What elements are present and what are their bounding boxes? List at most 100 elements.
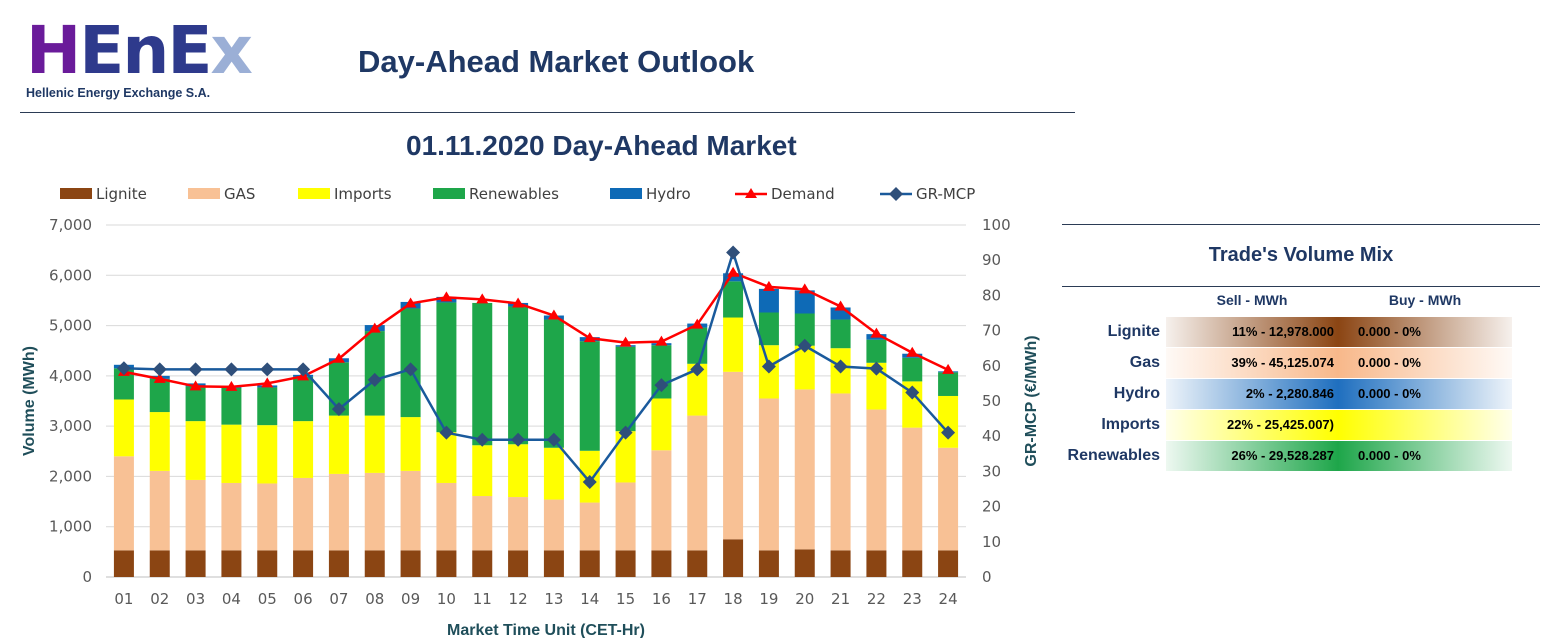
- mix-row-label: Gas: [1129, 354, 1160, 371]
- mix-row-lignite: Lignite 11% - 12,978.000 0.000 - 0%: [1062, 317, 1540, 347]
- bar-lignite: [938, 550, 959, 577]
- y2-tick-label: 70: [982, 322, 1001, 340]
- x-tick-label: 05: [258, 590, 277, 608]
- gr-mcp-point: [546, 432, 561, 447]
- x-tick-label: 12: [509, 590, 528, 608]
- gr-mcp-point: [761, 359, 776, 374]
- legend-label-lignite: Lignite: [96, 185, 147, 203]
- day-ahead-chart: 01,0002,0003,0004,0005,0006,0007,0000102…: [21, 185, 1040, 638]
- x-tick-label: 20: [795, 590, 814, 608]
- y-tick-label: 3,000: [49, 417, 92, 435]
- bar-gas: [257, 483, 278, 551]
- bar-gas: [902, 427, 923, 551]
- legend-swatch-lignite: [60, 188, 92, 199]
- bar-gas: [436, 482, 457, 551]
- y-tick-label: 5,000: [49, 317, 92, 335]
- x-tick-label: 24: [939, 590, 958, 608]
- bar-lignite: [293, 550, 314, 577]
- bar-lignite: [758, 550, 779, 577]
- demand-point: [762, 280, 775, 291]
- x-tick-label: 02: [150, 590, 169, 608]
- bar-lignite: [364, 550, 385, 577]
- bar-gas: [113, 456, 134, 551]
- gr-mcp-point: [905, 385, 920, 400]
- demand-point: [870, 327, 883, 338]
- bar-renewables: [902, 357, 923, 382]
- bar-gas: [723, 371, 744, 540]
- header-divider: [20, 112, 1075, 113]
- gr-mcp-point: [869, 361, 884, 376]
- x-tick-label: 22: [867, 590, 886, 608]
- bar-lignite: [830, 550, 851, 577]
- bar-renewables: [149, 378, 170, 413]
- bar-gas: [185, 479, 206, 551]
- bar-imports: [185, 421, 206, 480]
- x-tick-label: 09: [401, 590, 420, 608]
- y2-tick-label: 40: [982, 427, 1001, 445]
- demand-point: [942, 363, 955, 374]
- mix-buy-value: 0.000 - 0%: [1338, 348, 1512, 378]
- gr-mcp-point: [260, 362, 275, 377]
- x-tick-label: 15: [616, 590, 635, 608]
- legend-label-demand: Demand: [771, 185, 835, 203]
- y2-tick-label: 100: [982, 216, 1011, 234]
- bar-gas: [866, 409, 887, 551]
- bar-lignite: [543, 550, 564, 577]
- bar-hydro: [758, 288, 779, 313]
- volume-mix-panel: Trade's Volume Mix Sell - MWh Buy - MWh …: [1062, 224, 1540, 484]
- bar-gas: [830, 393, 851, 551]
- y2-tick-label: 10: [982, 533, 1001, 551]
- bar-imports: [615, 431, 636, 483]
- mix-row-renewables: Renewables 26% - 29,528.287 0.000 - 0%: [1062, 441, 1540, 471]
- mix-sell-value: 22% - 25,425.007): [1166, 410, 1338, 440]
- demand-point: [404, 297, 417, 308]
- demand-point: [476, 293, 489, 304]
- bar-imports: [938, 395, 959, 448]
- x-tick-label: 14: [580, 590, 599, 608]
- bar-imports: [149, 412, 170, 471]
- gr-mcp-point: [116, 361, 131, 376]
- gr-mcp-point: [690, 362, 705, 377]
- demand-point: [906, 346, 919, 357]
- bar-lignite: [113, 550, 134, 577]
- y-tick-label: 2,000: [49, 467, 92, 485]
- bar-lignite: [221, 550, 242, 577]
- demand-point: [583, 332, 596, 343]
- mix-row-gas: Gas 39% - 45,125.074 0.000 - 0%: [1062, 348, 1540, 378]
- bar-gas: [221, 482, 242, 551]
- bar-renewables: [543, 319, 564, 448]
- legend-swatch-hydro: [610, 188, 642, 199]
- mix-sell-value: 2% - 2,280.846: [1166, 379, 1338, 409]
- x-tick-label: 01: [114, 590, 133, 608]
- gr-mcp-point: [224, 362, 239, 377]
- x-tick-label: 18: [724, 590, 743, 608]
- mix-buy-value: 0.000 - 0%: [1338, 379, 1512, 409]
- demand-point: [153, 372, 166, 383]
- bar-lignite: [149, 550, 170, 577]
- y2-tick-label: 60: [982, 357, 1001, 375]
- buy-header: Buy - MWh: [1388, 292, 1462, 308]
- y2-tick-label: 20: [982, 498, 1001, 516]
- legend-marker-demand: [745, 188, 757, 198]
- bar-lignite: [723, 539, 744, 577]
- x-tick-label: 19: [759, 590, 778, 608]
- bar-lignite: [436, 550, 457, 577]
- demand-point: [655, 335, 668, 346]
- legend-swatch-renewables: [433, 188, 465, 199]
- mix-divider-mid: [1062, 286, 1540, 287]
- page-title: Day-Ahead Market Outlook: [358, 44, 755, 79]
- bar-lignite: [185, 550, 206, 577]
- logo-subtitle: Hellenic Energy Exchange S.A.: [26, 86, 211, 100]
- mix-title: Trade's Volume Mix: [1208, 244, 1394, 266]
- bar-gas: [508, 497, 529, 551]
- demand-point: [727, 266, 740, 277]
- bar-imports: [687, 363, 708, 416]
- demand-point: [798, 283, 811, 294]
- demand-point: [189, 380, 202, 391]
- demand-point: [834, 300, 847, 311]
- bar-renewables: [293, 376, 314, 422]
- legend-swatch-imports: [298, 188, 330, 199]
- y-tick-label: 4,000: [49, 367, 92, 385]
- demand-point: [691, 318, 704, 329]
- y-axis-title: Volume (MWh): [21, 346, 38, 456]
